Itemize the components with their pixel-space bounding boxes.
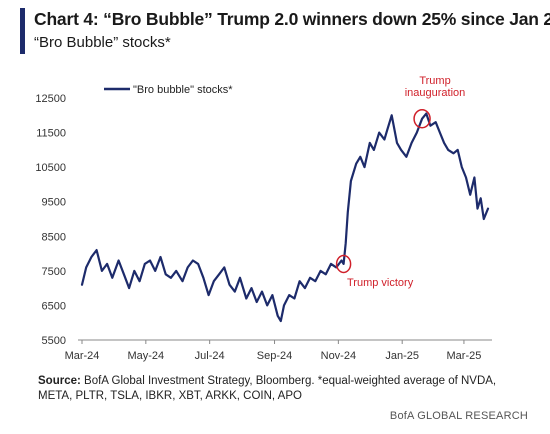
trump-inauguration-label: Trump xyxy=(419,75,450,87)
x-tick-label: Nov-24 xyxy=(321,350,356,362)
x-tick-label: Mar-24 xyxy=(65,350,100,362)
x-tick-label: Mar-25 xyxy=(447,350,482,362)
trump-victory-marker xyxy=(335,254,352,274)
x-tick-label: Jul-24 xyxy=(195,350,225,362)
footer-brand: BofA GLOBAL RESEARCH xyxy=(389,410,528,422)
x-tick-label: Jan-25 xyxy=(385,350,419,362)
y-tick-label: 8500 xyxy=(42,231,66,243)
source-note: Source: BofA Global Investment Strategy,… xyxy=(38,374,518,404)
y-tick-label: 7500 xyxy=(42,266,66,278)
chart-subtitle: “Bro Bubble” stocks* xyxy=(34,34,171,51)
trump-inauguration-label: inauguration xyxy=(405,87,466,99)
y-tick-label: 6500 xyxy=(42,300,66,312)
y-tick-label: 12500 xyxy=(35,93,66,105)
title-accent-bar xyxy=(20,8,25,54)
y-tick-label: 11500 xyxy=(36,128,66,140)
trump-victory-label: Trump victory xyxy=(347,277,414,289)
legend-label: "Bro bubble" stocks* xyxy=(133,84,233,96)
y-tick-label: 10500 xyxy=(35,162,66,174)
source-text: BofA Global Investment Strategy, Bloombe… xyxy=(38,375,497,402)
chart-title-text: Chart 4: “Bro Bubble” Trump 2.0 winners … xyxy=(34,9,550,29)
source-label: Source: xyxy=(38,375,81,387)
trump-inauguration-marker xyxy=(413,108,431,129)
y-tick-label: 9500 xyxy=(42,197,66,209)
x-tick-label: May-24 xyxy=(127,350,164,362)
x-tick-label: Sep-24 xyxy=(257,350,292,362)
chart-title: Chart 4: “Bro Bubble” Trump 2.0 winners … xyxy=(34,9,550,30)
series-line-bro-bubble xyxy=(80,112,490,323)
y-tick-label: 5500 xyxy=(42,335,66,347)
